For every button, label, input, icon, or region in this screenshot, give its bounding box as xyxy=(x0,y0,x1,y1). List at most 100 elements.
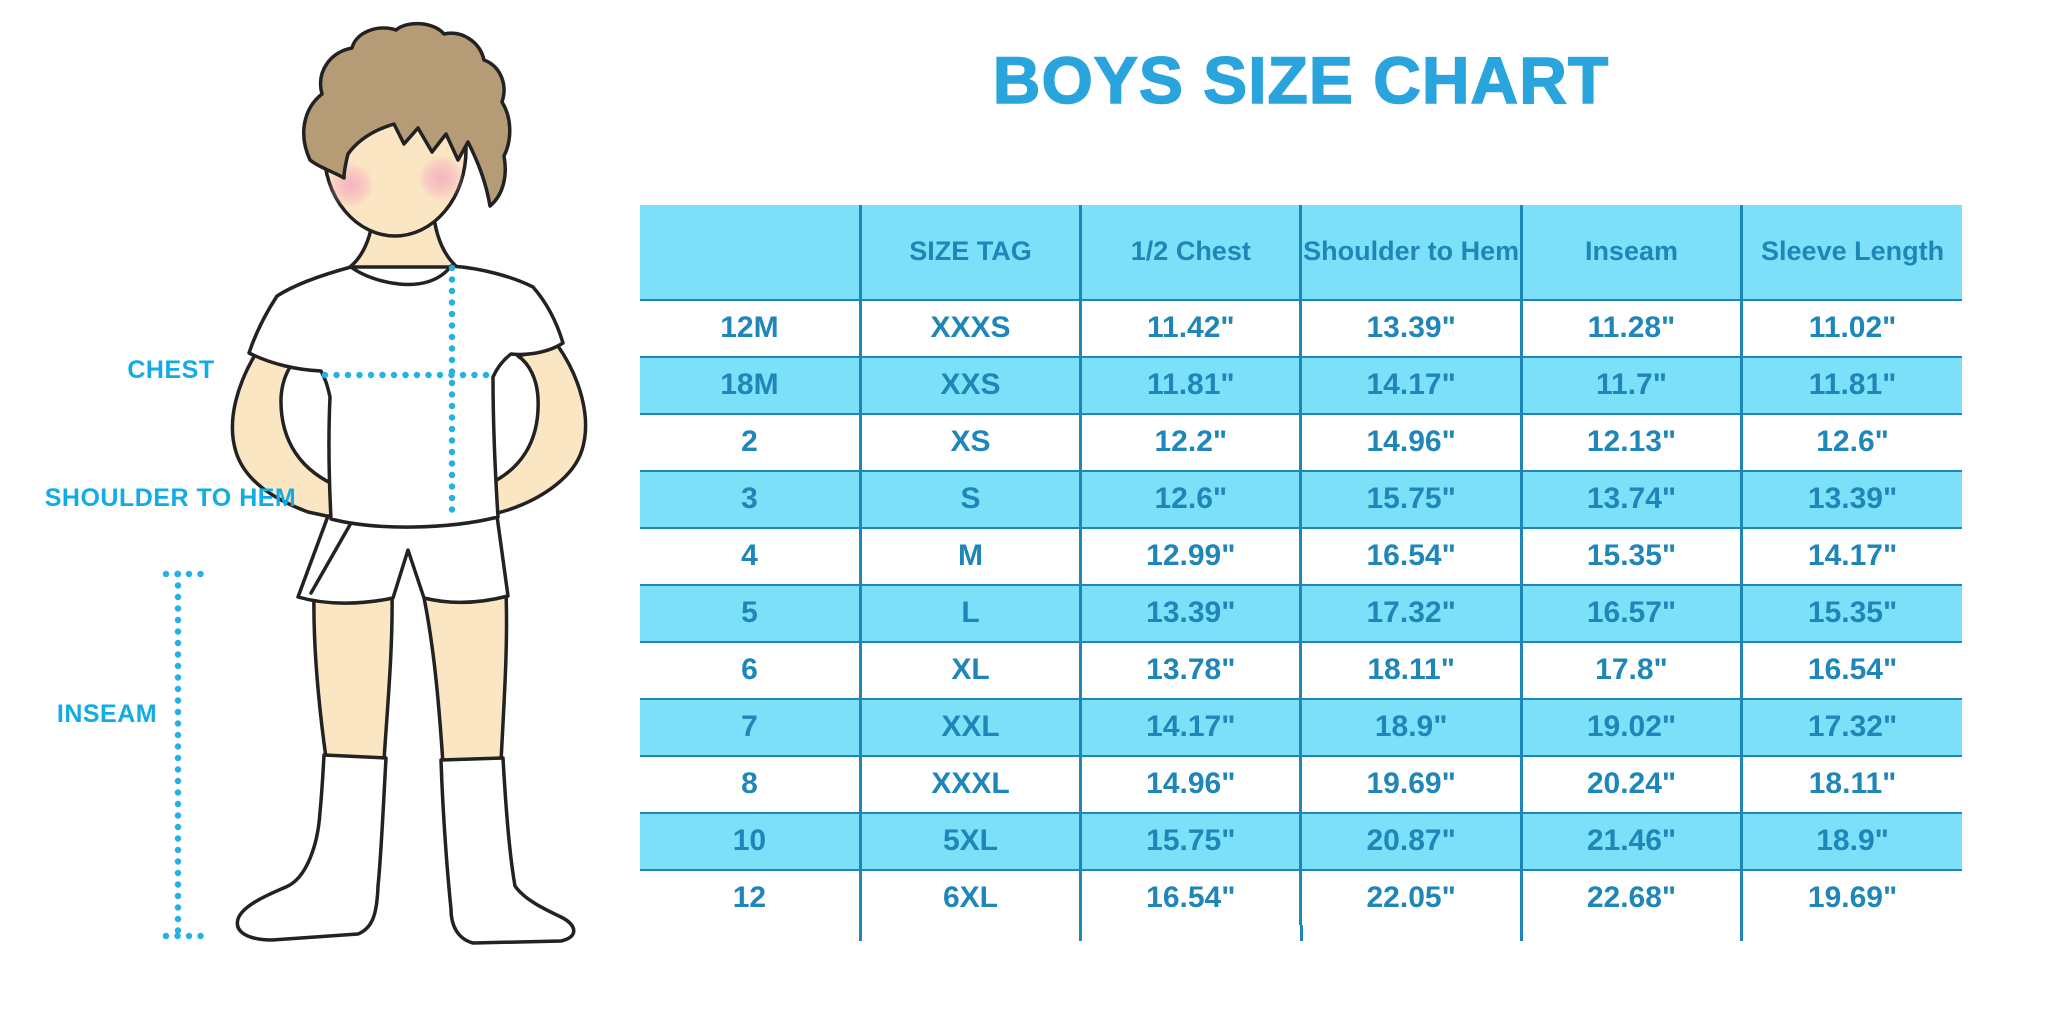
table-cell-size: 6 xyxy=(741,653,758,687)
table-row: 10 5XL 15.75" 20.87" 21.46" 18.9" xyxy=(640,812,1962,870)
table-cell-shoulder_to_hem: 18.9" xyxy=(1299,698,1522,756)
table-cell-inseam: 11.7" xyxy=(1519,356,1742,414)
column-header: SIZE TAG xyxy=(858,205,1081,300)
table-cell-half_chest: 11.42" xyxy=(1079,300,1301,357)
table-cell-sleeve_length: 13.39" xyxy=(1740,470,1962,528)
table-cell-inseam: 19.02" xyxy=(1519,698,1742,756)
inseam-label: INSEAM xyxy=(56,700,158,728)
table-cell-shoulder_to_hem: 14.17" xyxy=(1299,356,1522,414)
table-cell-sleeve_length: 11.81" xyxy=(1740,356,1962,414)
table-body: 12M XXXS 11.42" 13.39" 11.28" 11.02" 18M XXS 11.… xyxy=(640,300,1962,925)
table-cell-inseam: 12.13" xyxy=(1519,413,1742,471)
table-cell-sleeve_length: 15.35" xyxy=(1740,584,1962,642)
column-divider-stub xyxy=(1520,925,1523,941)
table-cell-sleeve_length: 17.32" xyxy=(1740,698,1962,756)
column-header: Sleeve Length xyxy=(1740,205,1962,300)
column-divider-stub xyxy=(1300,925,1303,941)
table-cell-inseam: 16.57" xyxy=(1519,584,1742,642)
table-cell-sleeve_length: 16.54" xyxy=(1740,641,1962,699)
chest-label: CHEST xyxy=(127,356,215,384)
table-cell-size_tag: XXXS xyxy=(858,300,1081,357)
table-cell-size_tag: M xyxy=(858,527,1081,585)
column-divider-stub xyxy=(1079,925,1082,941)
table-cell-half_chest: 13.78" xyxy=(1079,641,1301,699)
table-cell-size: 18M xyxy=(640,356,861,414)
hair xyxy=(302,21,512,208)
table-cell-size: 12M xyxy=(720,311,779,345)
table-cell-size_tag: XXXL xyxy=(858,755,1081,813)
table-cell-size: 3 xyxy=(640,470,861,528)
left-leg xyxy=(312,588,394,762)
table-cell-shoulder_to_hem: 18.11" xyxy=(1299,641,1522,699)
table-cell-size_tag: S xyxy=(858,470,1081,528)
table-cell-half_chest: 13.39" xyxy=(1079,584,1301,642)
table-cell-size_tag: 6XL xyxy=(858,869,1081,925)
left-arm xyxy=(230,348,344,520)
table-cell-sleeve_length: 11.02" xyxy=(1740,300,1962,357)
table-cell-inseam: 21.46" xyxy=(1519,812,1742,870)
table-row: 18M XXS 11.81" 14.17" 11.7" 11.81" xyxy=(640,356,1962,414)
shoulder-to-hem-label: SHOULDER TO HEM xyxy=(44,484,297,512)
table-cell-half_chest: 16.54" xyxy=(1079,869,1301,925)
blush-right xyxy=(418,155,464,201)
table-cell-shoulder_to_hem: 22.05" xyxy=(1299,869,1522,925)
table-cell-half_chest: 12.99" xyxy=(1079,527,1301,585)
shorts-seam xyxy=(309,521,353,595)
table-cell-sleeve_length: 18.11" xyxy=(1740,755,1962,813)
table-cell-size_tag: XXS xyxy=(858,356,1081,414)
table-cell-half_chest: 15.75" xyxy=(1079,812,1301,870)
table-cell-shoulder_to_hem: 17.32" xyxy=(1299,584,1522,642)
table-cell-size_tag: XS xyxy=(858,413,1081,471)
column-header-blank xyxy=(640,205,861,300)
table-cell-sleeve_length: 14.17" xyxy=(1740,527,1962,585)
table-row: 12 6XL 16.54" 22.05" 22.68" 19.69" xyxy=(640,869,1962,925)
table-cell-size: 12 xyxy=(732,880,767,914)
size-table-grid: SIZE TAG 1/2 Chest Shoulder to Hem Inseam Sl… xyxy=(640,205,1962,925)
table-cell-size_tag: 5XL xyxy=(858,812,1081,870)
table-cell-half_chest: 14.17" xyxy=(1079,698,1301,756)
table-cell-size: 8 xyxy=(741,767,758,801)
table-row: 7 XXL 14.17" 18.9" 19.02" 17.32" xyxy=(640,698,1962,756)
column-header: Shoulder to Hem xyxy=(1299,205,1522,300)
boy-illustration xyxy=(162,21,588,945)
table-cell-shoulder_to_hem: 15.75" xyxy=(1299,470,1522,528)
table-cell-inseam: 22.68" xyxy=(1519,869,1742,925)
table-cell-shoulder_to_hem: 14.96" xyxy=(1299,413,1522,471)
tshirt xyxy=(247,264,565,529)
page-title: BOYS SIZE CHART xyxy=(992,42,1610,118)
column-divider-stub xyxy=(1740,925,1743,941)
table-cell-half_chest: 11.81" xyxy=(1079,356,1301,414)
header-row: SIZE TAG 1/2 Chest Shoulder to Hem Inseam Sl… xyxy=(640,205,1962,300)
table-cell-half_chest: 14.96" xyxy=(1079,755,1301,813)
table-cell-inseam: 20.24" xyxy=(1519,755,1742,813)
right-leg xyxy=(420,586,509,766)
size-table: SIZE TAG 1/2 Chest Shoulder to Hem Inseam Sl… xyxy=(640,205,1962,941)
table-cell-sleeve_length: 19.69" xyxy=(1740,869,1962,925)
table-cell-size_tag: XXL xyxy=(858,698,1081,756)
table-cell-inseam: 15.35" xyxy=(1519,527,1742,585)
right-sock xyxy=(439,756,576,945)
table-cell-half_chest: 12.2" xyxy=(1079,413,1301,471)
shorts xyxy=(296,514,510,605)
table-cell-inseam: 11.28" xyxy=(1519,300,1742,357)
table-cell-inseam: 17.8" xyxy=(1519,641,1742,699)
column-header: 1/2 Chest xyxy=(1079,205,1301,300)
table-cell-shoulder_to_hem: 13.39" xyxy=(1299,300,1522,357)
column-header: Inseam xyxy=(1519,205,1742,300)
table-cell-size: 10 xyxy=(640,812,861,870)
column-divider-stub xyxy=(859,925,862,941)
table-row: 12M XXXS 11.42" 13.39" 11.28" 11.02" xyxy=(640,300,1962,357)
table-cell-size: 2 xyxy=(741,425,758,459)
table-cell-size: 7 xyxy=(640,698,861,756)
table-cell-size_tag: L xyxy=(858,584,1081,642)
table-cell-size: 5 xyxy=(640,584,861,642)
table-cell-shoulder_to_hem: 19.69" xyxy=(1299,755,1522,813)
table-row: 4 M 12.99" 16.54" 15.35" 14.17" xyxy=(640,527,1962,585)
table-row: 6 XL 13.78" 18.11" 17.8" 16.54" xyxy=(640,641,1962,699)
table-row: 3 S 12.6" 15.75" 13.74" 13.39" xyxy=(640,470,1962,528)
table-cell-size_tag: XL xyxy=(858,641,1081,699)
table-header: SIZE TAG 1/2 Chest Shoulder to Hem Inseam Sl… xyxy=(640,205,1962,300)
table-row: 2 XS 12.2" 14.96" 12.13" 12.6" xyxy=(640,413,1962,471)
table-cell-sleeve_length: 12.6" xyxy=(1740,413,1962,471)
table-cell-shoulder_to_hem: 16.54" xyxy=(1299,527,1522,585)
